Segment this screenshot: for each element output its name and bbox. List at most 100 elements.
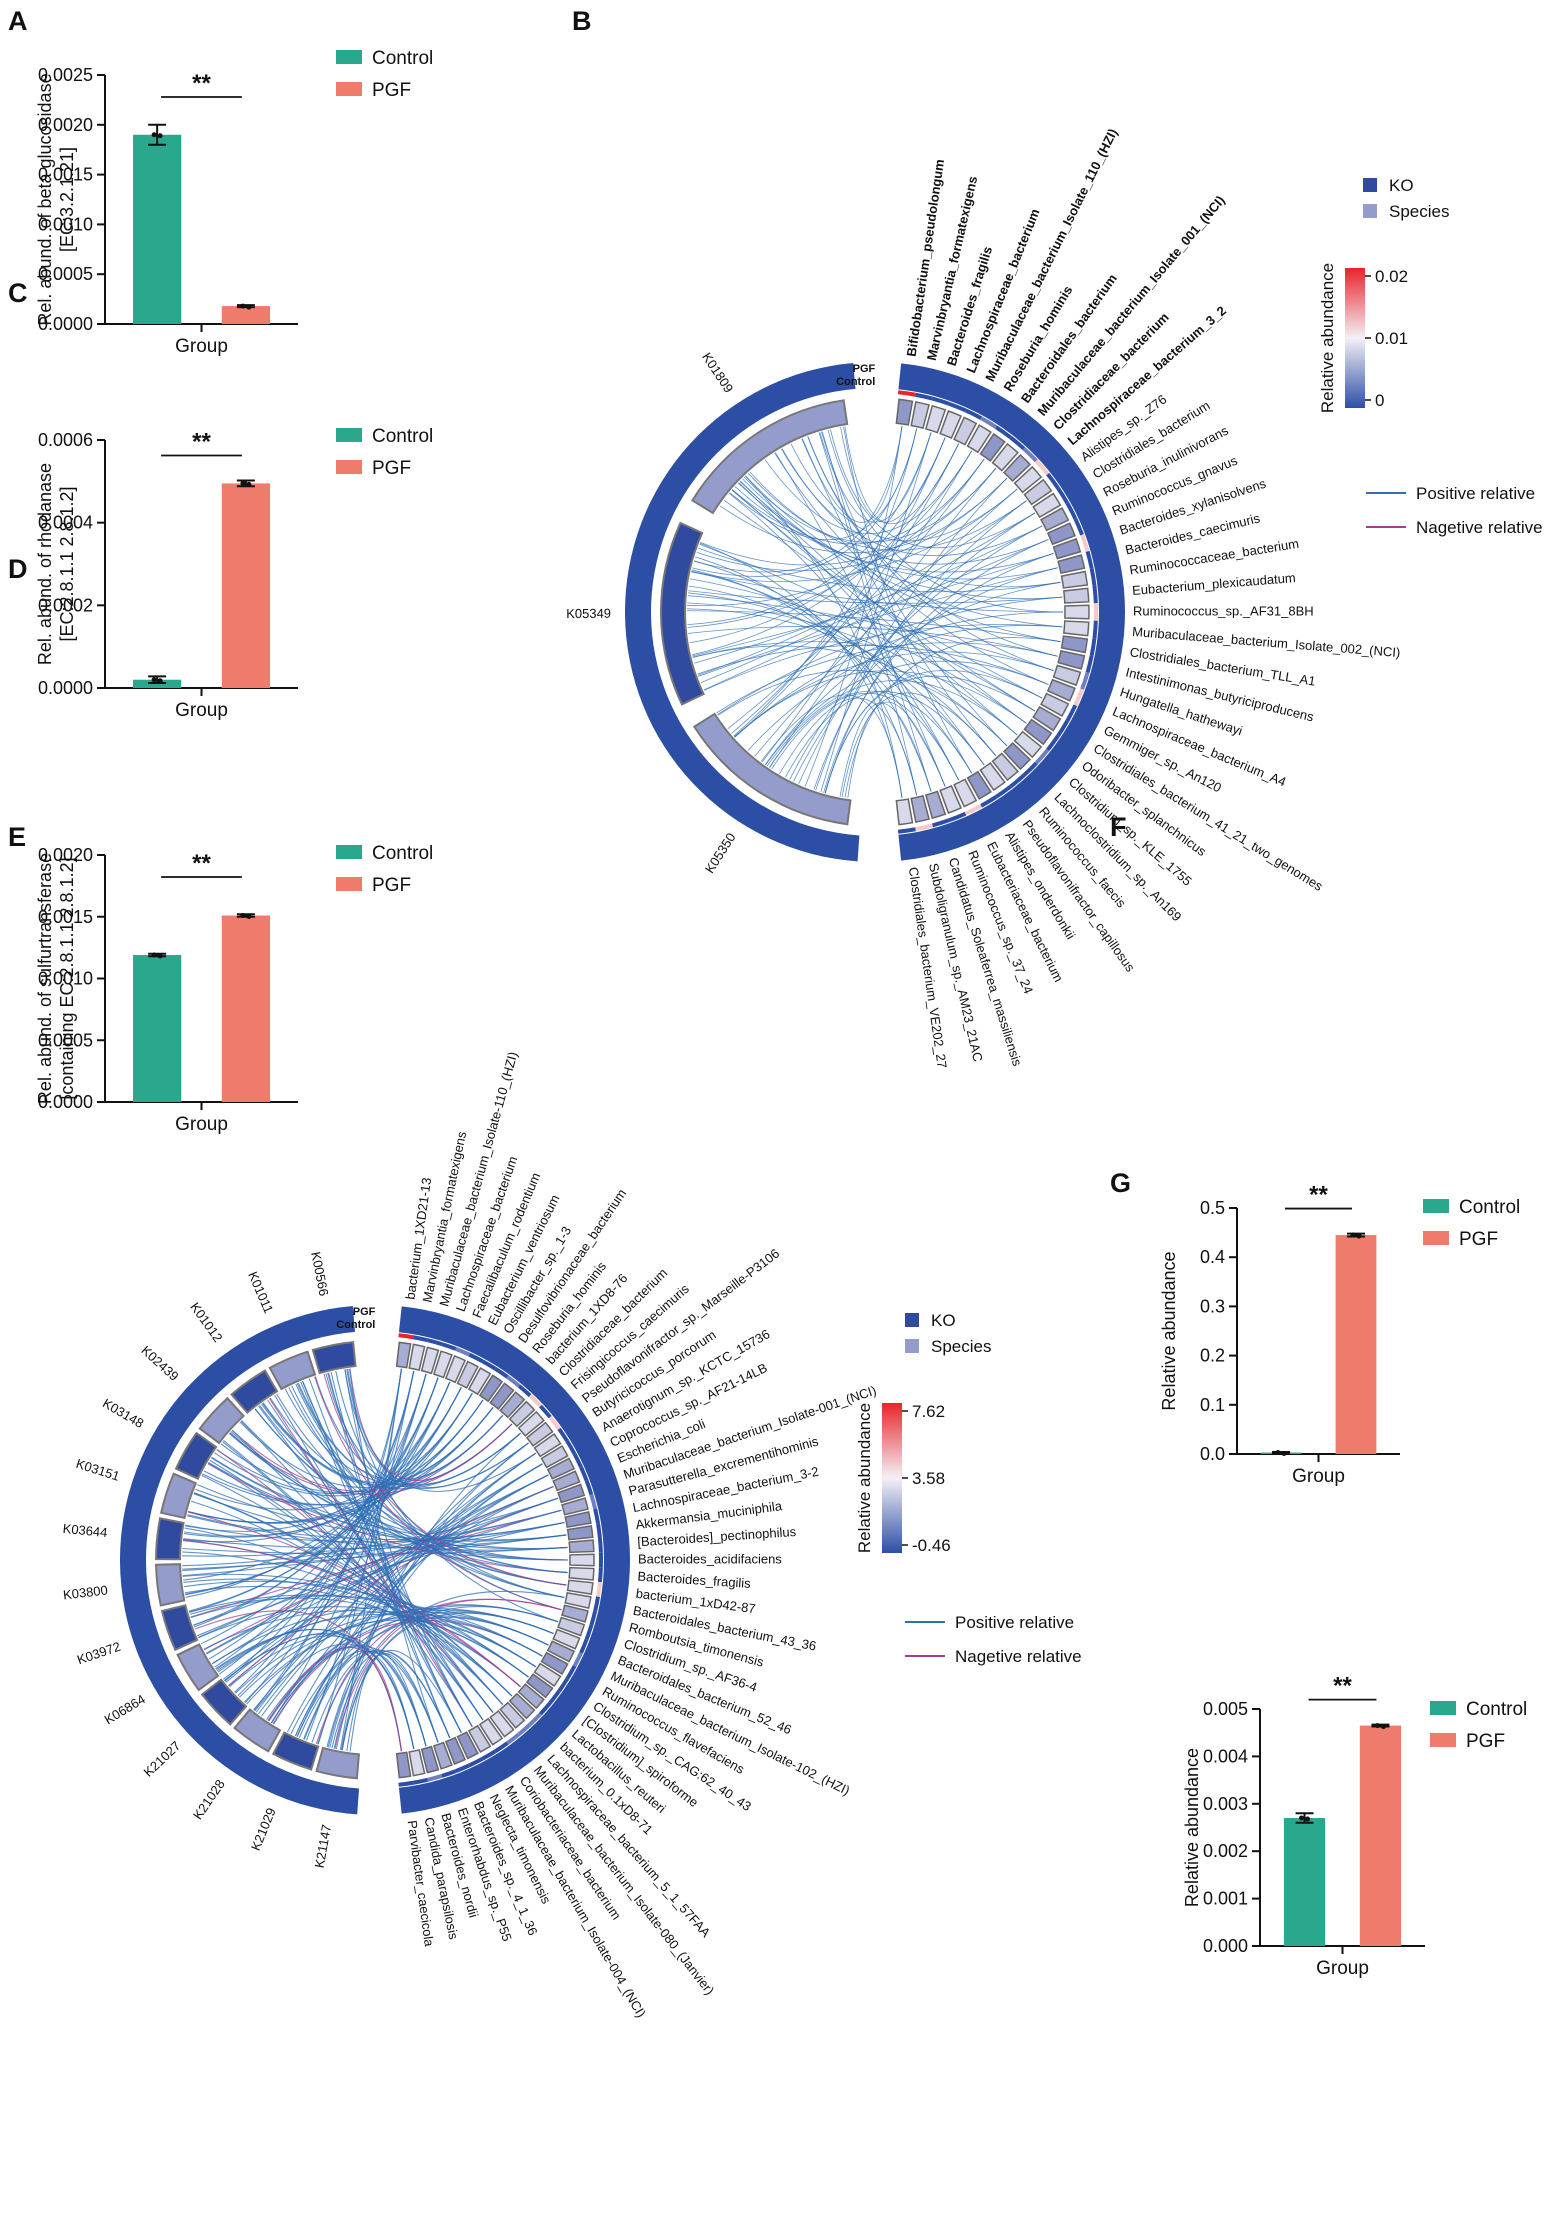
heatmap-cell bbox=[517, 1384, 532, 1398]
heatmap-cell bbox=[398, 1780, 414, 1787]
y-tick-label: 0.002 bbox=[1203, 1841, 1248, 1861]
species-block bbox=[1046, 678, 1076, 702]
ko-block bbox=[315, 1746, 360, 1780]
ko-block bbox=[160, 1604, 199, 1652]
chord-link bbox=[182, 1546, 568, 1555]
heatmap-cell bbox=[1009, 435, 1026, 451]
legend-label-control: Control bbox=[372, 426, 433, 447]
chord-link bbox=[222, 1441, 473, 1727]
chord-link bbox=[194, 1610, 402, 1752]
species-label: Bacteroides_fragilis bbox=[637, 1569, 752, 1591]
species-block bbox=[1002, 741, 1032, 771]
legend-swatch-control bbox=[336, 845, 362, 859]
colorbar-tick-label: -0.46 bbox=[912, 1536, 951, 1555]
chord-link bbox=[734, 670, 1027, 738]
heatmap-cell bbox=[1085, 655, 1094, 674]
y-tick-label: 0.001 bbox=[1203, 1889, 1248, 1909]
heatmap-cell bbox=[548, 1689, 561, 1705]
chord-link bbox=[734, 443, 960, 738]
colorbar-tick-label: 3.58 bbox=[912, 1469, 945, 1488]
ko-block bbox=[200, 1678, 248, 1726]
chord-link bbox=[268, 1604, 559, 1722]
outer-ring-ko bbox=[625, 362, 860, 862]
panel-letter-c: C bbox=[8, 278, 28, 308]
y-tick-label: 0.5 bbox=[1200, 1198, 1225, 1218]
y-axis-label: [EC:3.2.1.21] bbox=[57, 147, 77, 252]
chord-link bbox=[691, 488, 1018, 582]
species-block bbox=[991, 442, 1019, 472]
ko-label: K03800 bbox=[62, 1582, 108, 1602]
chord-link bbox=[328, 1372, 451, 1739]
bar-chart-c: 0.0000 0.0002 0.0004 0.0006 Group ** Rel. abun… bbox=[35, 426, 433, 721]
heatmap-cell bbox=[931, 818, 950, 828]
bar-control bbox=[132, 134, 182, 324]
species-block bbox=[508, 1692, 536, 1720]
heatmap-cell bbox=[579, 1466, 589, 1482]
x-axis-label: Group bbox=[175, 1114, 228, 1135]
data-point bbox=[246, 914, 252, 920]
significance-marker: ** bbox=[192, 70, 211, 97]
chord-link bbox=[734, 611, 1064, 738]
ko-label: K01809 bbox=[699, 350, 736, 396]
heatmap-cell bbox=[1009, 773, 1026, 789]
heatmap-cell bbox=[598, 1552, 604, 1568]
chord-link bbox=[774, 452, 1049, 685]
data-point bbox=[1275, 1450, 1281, 1456]
species-block bbox=[1052, 664, 1082, 687]
chord-link bbox=[694, 525, 1043, 664]
bar-control bbox=[1283, 1818, 1326, 1946]
y-tick-label: 0.0020 bbox=[38, 845, 93, 865]
data-point bbox=[1305, 1816, 1311, 1822]
heatmap-cell bbox=[572, 1652, 583, 1668]
chord-link bbox=[185, 1377, 439, 1598]
ko-label: K01011 bbox=[245, 1269, 276, 1315]
chord-link bbox=[790, 443, 1018, 542]
heatmap-cell bbox=[995, 425, 1012, 439]
heatmap-cell bbox=[1034, 459, 1050, 476]
chord-link bbox=[818, 432, 918, 796]
heatmap-cell bbox=[980, 416, 998, 429]
species-block bbox=[489, 1710, 515, 1738]
species-block bbox=[408, 1749, 426, 1777]
heatmap-cell bbox=[897, 390, 916, 397]
chord-link bbox=[223, 1440, 484, 1721]
y-tick-label: 0.1 bbox=[1200, 1395, 1225, 1415]
species-block bbox=[552, 1628, 581, 1650]
species-block bbox=[991, 752, 1019, 782]
chord-link bbox=[349, 1654, 427, 1752]
chord-link bbox=[291, 1385, 568, 1574]
chord-link bbox=[344, 1369, 529, 1489]
colorbar-tick-label: 7.62 bbox=[912, 1402, 945, 1421]
heatmap-cell bbox=[506, 1732, 521, 1745]
heatmap-cell bbox=[468, 1352, 484, 1363]
species-block bbox=[910, 401, 930, 430]
heatmap-cell bbox=[427, 1338, 443, 1347]
x-axis-label: Group bbox=[175, 336, 228, 357]
y-tick-label: 0.0005 bbox=[38, 264, 93, 284]
outer-ring-ko bbox=[120, 1305, 360, 1815]
chord-link bbox=[731, 437, 946, 734]
chord-link bbox=[747, 472, 1027, 551]
heatmap-cell bbox=[455, 1763, 471, 1773]
heatmap-cell bbox=[1085, 550, 1094, 569]
heatmap-cell bbox=[593, 1596, 600, 1612]
data-point bbox=[1350, 1232, 1356, 1238]
data-point bbox=[151, 677, 157, 683]
heatmap-cell bbox=[1092, 620, 1098, 639]
ko-label: K02439 bbox=[138, 1343, 181, 1384]
species-block bbox=[557, 1483, 586, 1504]
chord-link bbox=[193, 1492, 504, 1705]
outer-ring-species bbox=[398, 1306, 630, 1814]
y-axis-label: Relative abundance bbox=[1159, 1251, 1179, 1410]
heatmap-cell bbox=[931, 396, 950, 406]
chord-link bbox=[325, 1373, 521, 1485]
legend-label-control: Control bbox=[1466, 1699, 1527, 1720]
ko-label: K21028 bbox=[190, 1777, 228, 1822]
chord-link bbox=[697, 645, 1049, 685]
species-block bbox=[540, 1444, 569, 1469]
legend-label-negative: Nagetive relative bbox=[955, 1647, 1082, 1666]
species-block bbox=[566, 1579, 594, 1595]
chord-link bbox=[739, 481, 1063, 600]
significance-marker: ** bbox=[192, 850, 211, 877]
